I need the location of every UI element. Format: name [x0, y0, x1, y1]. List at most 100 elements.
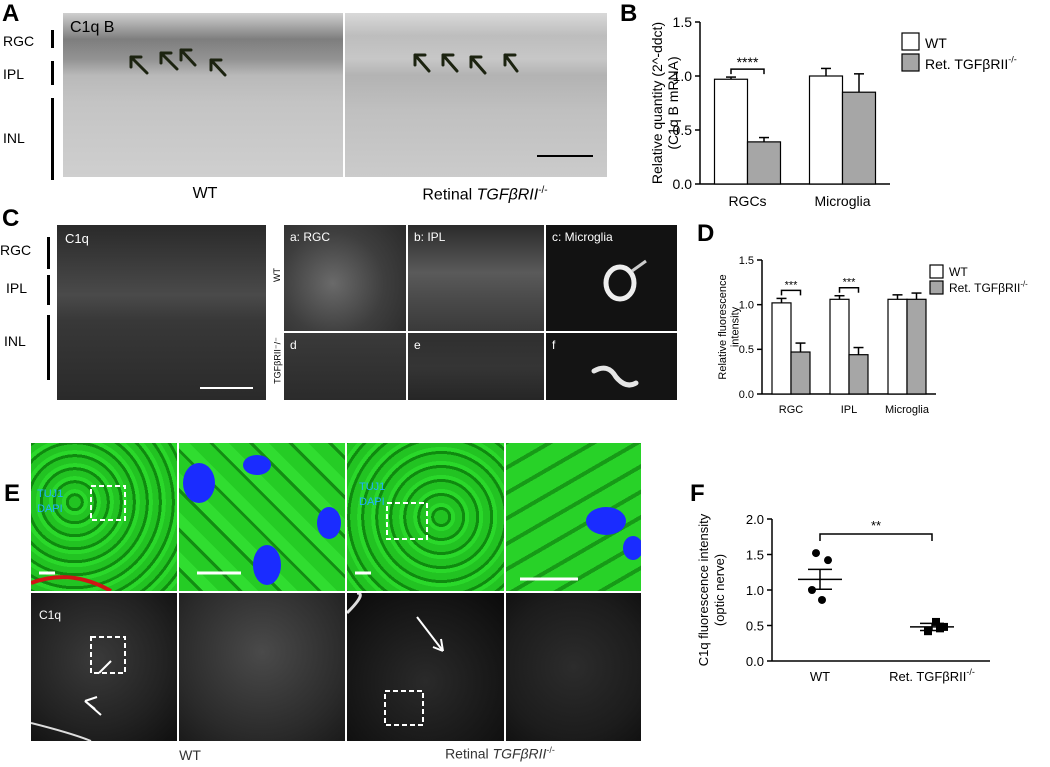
- y-axis-label-line: (C1q B mRNA): [665, 56, 681, 149]
- legend-label: WT: [949, 265, 968, 279]
- bar: [841, 91, 877, 185]
- roi-e-ko-bottom: [347, 593, 444, 726]
- micrograph-e-ko-zoom: [506, 443, 641, 591]
- nuclei-e-wt-zoom: [183, 455, 341, 585]
- stain-label-c: C1q: [65, 231, 89, 246]
- y-tick-label: 1.0: [746, 583, 764, 598]
- micrograph-c-overview: C1q: [57, 225, 266, 400]
- bar: [848, 354, 869, 395]
- micrograph-a-ko: [345, 13, 607, 177]
- stain-label-e-wt: C1q: [39, 608, 62, 622]
- nuclei-e-ko-zoom: [520, 507, 641, 581]
- y-tick-label: 1.0: [739, 300, 754, 312]
- layer-label-c-ipl: IPL: [6, 280, 28, 296]
- x-tick-label: Microglia: [885, 404, 930, 416]
- microglia-cell-wt: [603, 259, 647, 302]
- layer-bracket-c-ipl: [47, 275, 50, 305]
- row-label-c-wt: WT: [272, 268, 282, 282]
- micrograph-e-wt-c1q-overview: C1q: [31, 593, 177, 741]
- x-tick-label: Microglia: [814, 193, 870, 209]
- panel-label-e: E: [4, 480, 21, 507]
- micrograph-e-ko-c1q-overview: [347, 593, 504, 741]
- tile-c-c: c: Microglia: [546, 225, 677, 331]
- caption-e-ko-prefix: Retinal: [445, 745, 493, 762]
- bar: [790, 351, 811, 395]
- significance-label: ***: [843, 277, 857, 289]
- caption-e-ko: Retinal TGFβRII-/-: [400, 745, 600, 762]
- micrograph-e-wt-c1q-zoom: [179, 593, 345, 741]
- bar: [887, 298, 908, 395]
- legend-swatch: [929, 264, 944, 279]
- legend-label: Ret. TGFβRII-/-: [925, 55, 1017, 72]
- arrows-a-ko: [413, 53, 593, 157]
- caption-a-wt: WT: [192, 185, 218, 202]
- layer-label-rgc: RGC: [3, 33, 35, 49]
- data-point: [818, 595, 826, 604]
- bar: [906, 298, 927, 395]
- tile-c-f: f: [546, 333, 677, 400]
- row-label-c-ko: TGFβRII⁻/⁻: [272, 337, 283, 384]
- panel-label-c: C: [2, 205, 20, 232]
- tile-label-c-d: d: [290, 338, 297, 352]
- roi-e-wt-bottom: [31, 636, 126, 741]
- significance-label: ***: [785, 279, 799, 291]
- x-tick-label: RGC: [779, 404, 804, 416]
- tile-c-d: d: [284, 333, 406, 400]
- tile-c-a: a: RGC: [284, 225, 406, 331]
- caption-a-ko: Retinal TGFβRII-/-: [385, 185, 585, 204]
- tile-label-c-c: c: Microglia: [552, 230, 613, 244]
- y-tick-label: 0.5: [739, 344, 754, 356]
- marker-label-dapi-wt: DAPI: [37, 503, 63, 515]
- marker-label-tuj1-wt: TUJ1: [37, 488, 64, 500]
- panel-label-f: F: [690, 480, 705, 507]
- caption-e-ko-gene: TGFβRII: [492, 745, 547, 762]
- caption-a-ko-gene: TGFβRII: [476, 186, 539, 204]
- scale-bar-c: [200, 387, 253, 389]
- significance-bracket: [730, 68, 765, 75]
- layer-label-inl: INL: [3, 130, 25, 146]
- chart-b: 0.0 0.5 1.0 1.5 RGCs **** Microglia WT Ret. TGFβ…: [649, 14, 1017, 209]
- bar: [829, 298, 850, 395]
- caption-a-ko-prefix: Retinal: [422, 186, 477, 204]
- caption-e-ko-sup: -/-: [546, 745, 555, 755]
- micrograph-e-wt-overview: TUJ1 DAPI: [31, 443, 177, 591]
- chart-d: 0.0 0.5 1.0 1.5 RGC *** IPL *** Microglia WTRet. …: [717, 255, 1028, 416]
- layer-label-c-inl: INL: [4, 333, 26, 349]
- y-tick-label: 0.0: [746, 654, 764, 669]
- roi-e-ko-top: [355, 502, 428, 575]
- layer-bracket-c-inl: [47, 315, 50, 380]
- y-tick-label: 0.0: [673, 176, 693, 192]
- legend-label: WT: [925, 35, 947, 51]
- stain-label-a: C1q B: [70, 19, 115, 36]
- y-tick-label: 1.0: [673, 68, 693, 84]
- y-axis-label-line: Relative quantity (2^-ddct): [649, 22, 665, 184]
- bar: [713, 78, 749, 185]
- chart-f: 0.0 0.5 1.0 1.5 2.0 WT Ret. TGFβRII-/- ** C1q fl…: [696, 512, 990, 684]
- data-point: [932, 617, 940, 626]
- bar: [771, 302, 792, 395]
- y-axis-label-line: C1q fluorescence intensity: [696, 513, 711, 666]
- x-tick-label: Ret. TGFβRII-/-: [889, 667, 975, 684]
- micrograph-e-ko-c1q-zoom: [506, 593, 641, 741]
- layer-label-ipl: IPL: [3, 66, 25, 82]
- legend-swatch: [901, 53, 920, 72]
- y-axis-label-line: Relative fluorescence: [717, 274, 729, 379]
- micrograph-a-wt: C1q B: [63, 13, 343, 177]
- significance-bracket: [780, 289, 802, 296]
- tile-label-c-f: f: [552, 338, 556, 352]
- caption-a-ko-sup: -/-: [538, 185, 548, 196]
- y-tick-label: 0.0: [739, 389, 754, 401]
- significance-bracket: [838, 286, 860, 293]
- layer-bracket-rgc: [51, 30, 54, 48]
- layer-bracket-ipl: [51, 61, 54, 85]
- layer-bracket-inl: [51, 98, 54, 180]
- bar: [746, 141, 782, 185]
- roi-e-wt-top: [31, 485, 126, 591]
- legend-swatch: [901, 32, 920, 51]
- y-tick-label: 1.5: [739, 255, 754, 267]
- arrows-a-wt: [129, 48, 227, 77]
- legend-label: Ret. TGFβRII-/-: [949, 280, 1028, 295]
- y-axis-label: Relative quantity (2^-ddct)(C1q B mRNA): [649, 22, 681, 184]
- panel-label-b: B: [620, 0, 638, 27]
- tile-label-c-a: a: RGC: [290, 230, 331, 244]
